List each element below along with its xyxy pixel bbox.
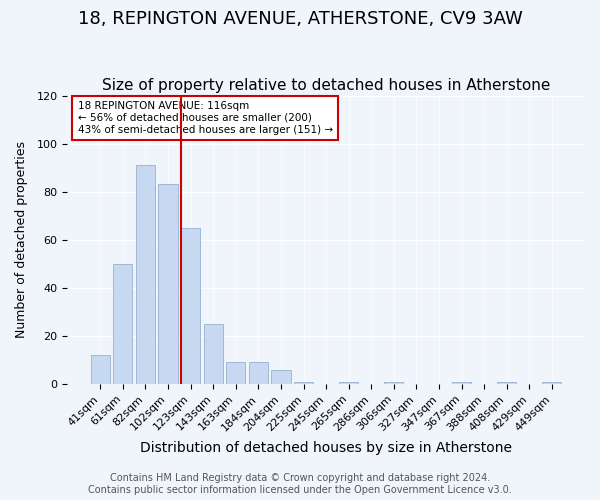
Title: Size of property relative to detached houses in Atherstone: Size of property relative to detached ho… — [102, 78, 550, 93]
Bar — [384, 382, 403, 384]
Bar — [452, 382, 471, 384]
Bar — [136, 166, 155, 384]
Bar — [542, 382, 562, 384]
Text: 18, REPINGTON AVENUE, ATHERSTONE, CV9 3AW: 18, REPINGTON AVENUE, ATHERSTONE, CV9 3A… — [77, 10, 523, 28]
Bar — [249, 362, 268, 384]
Bar — [203, 324, 223, 384]
Bar — [113, 264, 133, 384]
Text: 18 REPINGTON AVENUE: 116sqm
← 56% of detached houses are smaller (200)
43% of se: 18 REPINGTON AVENUE: 116sqm ← 56% of det… — [77, 102, 332, 134]
Bar — [271, 370, 290, 384]
Y-axis label: Number of detached properties: Number of detached properties — [15, 142, 28, 338]
Bar — [294, 382, 313, 384]
Bar — [226, 362, 245, 384]
Text: Contains HM Land Registry data © Crown copyright and database right 2024.
Contai: Contains HM Land Registry data © Crown c… — [88, 474, 512, 495]
Bar — [158, 184, 178, 384]
X-axis label: Distribution of detached houses by size in Atherstone: Distribution of detached houses by size … — [140, 441, 512, 455]
Bar — [497, 382, 517, 384]
Bar — [181, 228, 200, 384]
Bar — [339, 382, 358, 384]
Bar — [91, 355, 110, 384]
